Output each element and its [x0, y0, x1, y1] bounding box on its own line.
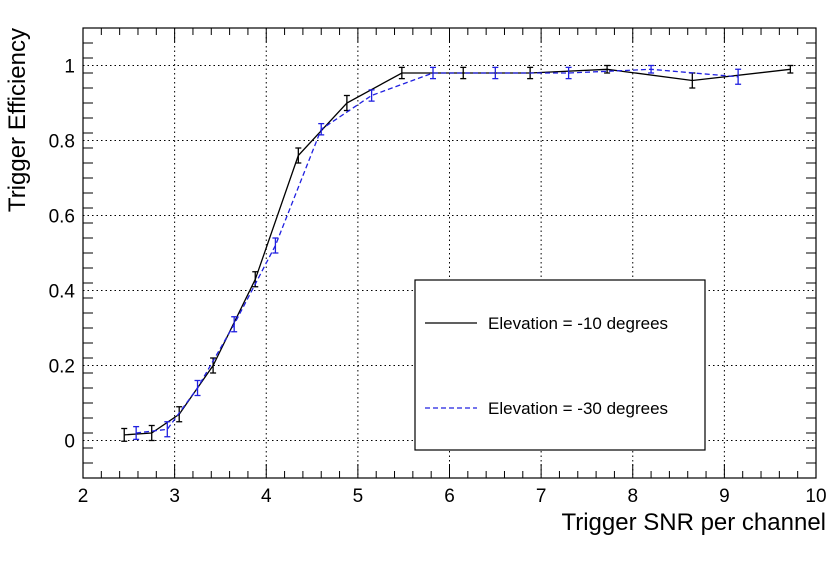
- error-bar: [492, 66, 499, 80]
- x-tick-label: 2: [78, 486, 89, 507]
- error-bar: [164, 421, 171, 438]
- error-bar: [368, 89, 375, 102]
- error-bar: [343, 94, 350, 112]
- x-tick-label: 5: [353, 486, 364, 507]
- axis-ticks: [82, 27, 817, 479]
- error-bar: [121, 427, 128, 442]
- y-tick-label: 0.4: [49, 282, 76, 303]
- y-axis-title: Trigger Efficiency: [4, 28, 31, 212]
- y-tick-labels: 0 0.2 0.4 0.6 0.8 1: [49, 57, 76, 453]
- error-bar: [194, 379, 201, 397]
- error-bar: [148, 424, 155, 442]
- legend-box: [414, 279, 706, 451]
- error-bar: [398, 66, 405, 80]
- x-tick-label: 9: [719, 486, 730, 507]
- error-bar: [604, 64, 611, 74]
- x-tick-label: 10: [805, 486, 826, 507]
- legend-label-elevation-30: Elevation = -30 degrees: [488, 399, 668, 418]
- error-bar: [295, 147, 302, 164]
- error-bar: [133, 425, 140, 441]
- legend-label-elevation-10: Elevation = -10 degrees: [488, 314, 668, 333]
- error-bar: [787, 64, 794, 74]
- y-tick-label: 0.2: [49, 357, 75, 378]
- x-tick-label: 7: [536, 486, 547, 507]
- error-bar: [231, 316, 238, 333]
- y-tick-label: 0: [64, 432, 75, 453]
- error-bar: [565, 66, 572, 80]
- legend: Elevation = -10 degrees Elevation = -30 …: [414, 279, 706, 451]
- y-tick-label: 0.8: [49, 132, 75, 153]
- x-tick-label: 4: [261, 486, 272, 507]
- x-tick-label: 3: [169, 486, 180, 507]
- error-bar: [735, 68, 742, 85]
- x-tick-label: 6: [444, 486, 455, 507]
- y-tick-label: 1: [64, 57, 75, 78]
- series-1: [133, 64, 742, 441]
- x-axis-title: Trigger SNR per channel: [561, 509, 826, 536]
- x-tick-label: 8: [627, 486, 638, 507]
- error-bar: [648, 64, 655, 74]
- error-bar: [430, 66, 437, 80]
- error-bar: [176, 406, 183, 423]
- error-bar: [318, 122, 325, 136]
- series-line: [136, 68, 739, 434]
- x-tick-labels: 2 3 4 5 6 7 8 9 10: [78, 486, 827, 507]
- grid-lines: [83, 28, 816, 478]
- error-bar: [272, 237, 279, 254]
- y-tick-label: 0.6: [49, 207, 75, 228]
- series-layer: [121, 64, 794, 442]
- error-bar: [460, 66, 467, 80]
